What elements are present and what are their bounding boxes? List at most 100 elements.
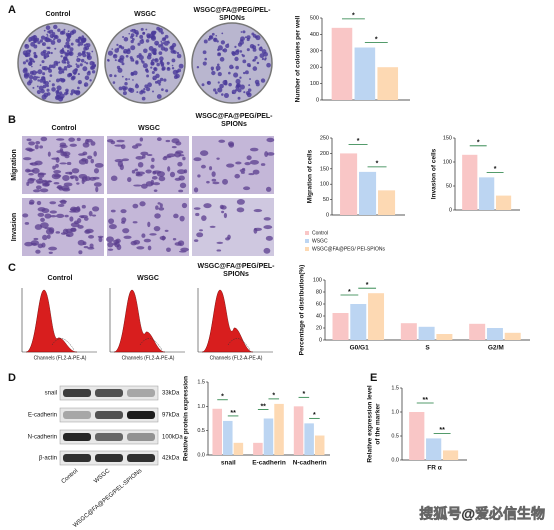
cell — [72, 207, 81, 213]
colony — [86, 51, 89, 55]
sig-label: * — [302, 391, 305, 398]
cell — [139, 137, 144, 142]
cell — [51, 157, 59, 160]
cell — [152, 170, 162, 174]
cell — [253, 209, 263, 213]
colony — [217, 72, 222, 77]
colony — [22, 61, 27, 65]
colony — [44, 36, 48, 40]
colony — [160, 42, 163, 44]
colony — [125, 49, 131, 55]
cell — [81, 178, 85, 185]
cell — [112, 242, 118, 246]
cell — [110, 140, 116, 145]
bar — [462, 154, 478, 210]
colony — [239, 50, 243, 53]
sig-label: ** — [422, 397, 428, 404]
colony — [252, 66, 258, 71]
legend-label: WSGC — [312, 238, 328, 244]
sig-label: ** — [260, 403, 266, 410]
colony — [30, 36, 36, 42]
colony — [46, 84, 49, 88]
colony — [49, 33, 54, 38]
cell — [209, 225, 216, 228]
colony — [122, 35, 125, 39]
colony — [64, 61, 67, 64]
bar — [304, 423, 314, 455]
cell — [211, 171, 216, 177]
y-tick-label: 100 — [320, 182, 329, 188]
colony — [231, 51, 236, 56]
colony — [217, 81, 220, 84]
y-axis-label: Relative expression level — [367, 385, 374, 463]
colony — [255, 82, 260, 87]
colony — [29, 70, 34, 75]
cell — [92, 206, 100, 212]
cell — [146, 153, 153, 157]
colony — [68, 51, 73, 55]
colony — [159, 77, 164, 82]
colony — [256, 61, 260, 65]
cell — [145, 169, 152, 174]
cell — [56, 213, 65, 219]
y-tick-label: 40 — [316, 313, 322, 319]
cell — [197, 174, 201, 178]
flow-fit — [51, 338, 75, 351]
cell — [147, 221, 151, 228]
sig-label: * — [494, 166, 497, 173]
cell — [23, 157, 32, 161]
colony — [246, 37, 250, 42]
colony — [244, 70, 249, 75]
colony — [152, 90, 154, 93]
colony — [248, 64, 251, 68]
y-tick-label: 80 — [316, 289, 322, 295]
colony — [66, 64, 71, 69]
colony — [228, 71, 231, 75]
cell — [173, 213, 179, 219]
colony — [32, 75, 38, 81]
cell — [159, 235, 167, 241]
colony — [46, 88, 50, 92]
colony — [247, 88, 252, 92]
colony — [66, 44, 71, 49]
cell — [150, 179, 155, 186]
cell — [253, 227, 262, 232]
cell — [71, 168, 80, 174]
cell — [107, 241, 114, 248]
y-tick-label: 150 — [443, 135, 452, 141]
cell — [132, 221, 138, 224]
cell — [90, 158, 94, 164]
flow-title: WSGC@FA@PEG/PEL-SPIONs — [197, 263, 275, 278]
colony — [57, 28, 61, 32]
colony — [73, 71, 77, 75]
cell — [62, 151, 71, 157]
legend-label: Control — [312, 230, 328, 236]
colony — [213, 88, 217, 92]
colony — [65, 37, 71, 43]
cell — [265, 186, 272, 192]
cell — [37, 212, 45, 217]
y-tick-label: 0 — [449, 207, 452, 213]
colony — [223, 93, 229, 99]
cell — [88, 210, 93, 217]
colony — [156, 79, 162, 85]
colony — [81, 50, 86, 55]
legend-swatch — [305, 239, 309, 243]
colony — [142, 63, 148, 69]
cell — [59, 200, 67, 203]
colony — [263, 51, 268, 57]
colony — [231, 89, 237, 95]
blot-band — [127, 433, 155, 441]
bar — [426, 438, 442, 460]
cell — [79, 215, 88, 218]
blot-band — [63, 389, 91, 397]
y-tick-label: 60 — [316, 301, 322, 307]
colony — [91, 70, 96, 74]
colony — [156, 94, 162, 99]
colony — [31, 65, 33, 68]
colony — [37, 79, 40, 82]
cell — [25, 168, 31, 173]
colony — [79, 41, 84, 46]
colony — [38, 76, 40, 79]
watermark: 搜狐号@爱必信生物 — [419, 506, 545, 522]
